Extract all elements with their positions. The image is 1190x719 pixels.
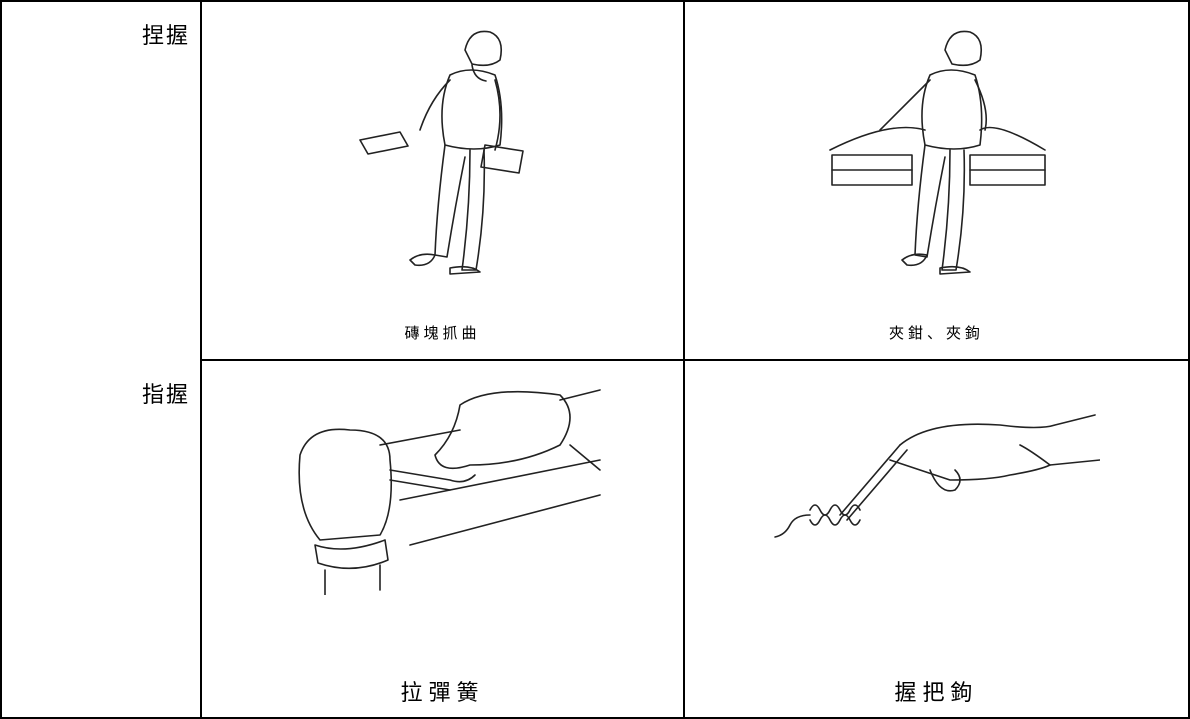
illustration-worker-bricks [359,30,524,275]
illustration-pull-spring [298,389,601,595]
row-divider [200,359,1190,361]
illustration-handle-hook [774,414,1100,538]
caption: 拉彈簧 [400,681,485,706]
caption: 握把鉤 [894,681,979,706]
illustration-worker-tongs [829,30,1046,275]
caption: 磚塊抓曲 [404,324,481,342]
row-label: 捏握 [141,24,190,49]
caption: 夾鉗、夾鉤 [888,324,984,342]
row-label: 指握 [141,383,190,408]
